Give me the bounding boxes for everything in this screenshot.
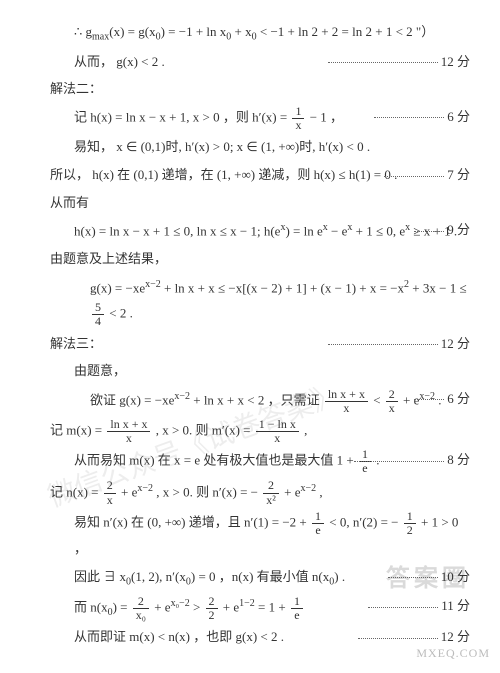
text-by-above: 由题意及上述结果， [50,247,470,272]
math-line-nprime: 易知 n′(x) 在 (0, +∞) 递增，且 n′(1) = −2 + 1e … [50,510,470,562]
math-line-conclusion1: 从而， g(x) < 2 . 12 分 [50,50,470,75]
math-line-gmax: ∴ gmax(x) = g(x0) = −1 + ln x0 + x0 < −1… [50,20,470,47]
text-by-problem: 由题意， [50,359,470,384]
math-line-exists-x0: 因此 ∃ x0(1, 2), n′(x0) = 0 ，n(x) 有最小值 n(x… [50,565,470,592]
math-line-m-def: 记 m(x) = ln x + xx , x > 0. 则 m′(x) = 1 … [50,418,470,445]
text-hence: 从而有 [50,191,470,216]
math-line-h-mono: 所以， h(x) 在 (0,1) 递增，在 (1, +∞) 递减，则 h(x) … [50,163,470,188]
heading-method2: 解法二： [50,77,470,102]
math-line-nx0: 而 n(x0) = 2x₀ + ex₀−2 > 22 + e1−2 = 1 + … [50,594,470,622]
math-line-final: 从而即证 m(x) < n(x) ，也即 g(x) < 2 . 12 分 [50,625,470,650]
math-line-n-def: 记 n(x) = 2x + ex−2 , x > 0. 则 n′(x) = − … [50,479,470,507]
math-line-h-sign: 易知， x ∈ (0,1)时, h′(x) > 0; x ∈ (1, +∞)时,… [50,135,470,160]
math-line-h-def: 记 h(x) = ln x − x + 1, x > 0 ，则 h′(x) = … [50,105,470,132]
math-line-m-max: 从而易知 m(x) 在 x = e 处有极大值也是最大值 1 + 1e . 8 … [50,448,470,475]
heading-method3: 解法三： [50,332,470,357]
math-line-g-bound: g(x) = −xex−2 + ln x + x ≤ −x[(x − 2) + … [50,275,470,328]
math-line-want-prove: 欲证 g(x) = −xex−2 + ln x + x < 2 ，只需证 ln … [50,387,470,415]
math-line-h-ineq: h(x) = ln x − x + 1 ≤ 0, ln x ≤ x − 1; h… [50,218,470,244]
